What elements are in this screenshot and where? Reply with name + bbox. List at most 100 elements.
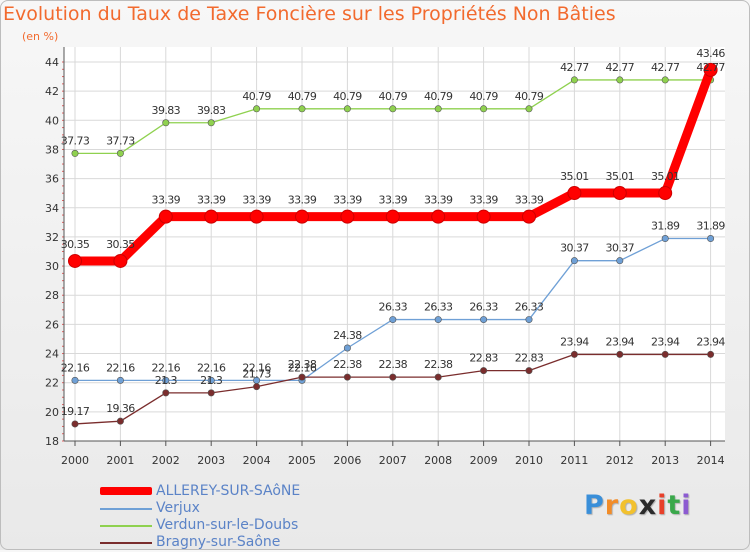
data-point-verdun [71,149,79,157]
data-label-verdun: 40.79 [469,90,498,103]
data-point-allerey [522,209,536,224]
y-tick-label: 38 [45,143,59,156]
x-tick-label: 2005 [288,454,316,467]
data-point-allerey [658,186,673,201]
data-point-bragny [480,367,488,375]
data-label-verdun: 40.79 [333,90,362,103]
data-point-allerey [703,62,718,77]
data-point-bragny [343,373,351,381]
data-point-verdun [343,105,351,113]
data-label-bragny: 21.3 [155,374,178,387]
data-label-verdun: 40.79 [242,90,271,103]
data-label-verjux: 22.16 [61,361,90,374]
data-label-bragny: 21.3 [200,374,223,387]
data-label-verdun: 39.83 [197,104,226,117]
data-label-verdun: 40.79 [515,90,544,103]
data-point-verjux [570,257,578,265]
data-label-bragny: 23.94 [560,335,589,348]
data-point-allerey [385,209,400,224]
data-label-verjux: 26.33 [379,301,408,314]
data-point-verdun [525,105,533,113]
logo-letter: P [584,490,605,521]
data-point-bragny [298,373,306,381]
data-point-allerey [113,253,128,268]
legend-swatch-bragny [100,542,152,544]
x-tick-label: 2010 [515,454,543,467]
x-tick-label: 2002 [152,454,180,467]
y-tick-label: 20 [45,406,59,419]
proxiti-logo: Proxiti [584,490,692,521]
y-axis-unit: (en %) [22,30,59,43]
data-point-verdun [389,105,397,113]
data-label-bragny: 23.94 [606,335,635,348]
data-point-verjux [343,344,351,352]
data-point-bragny [207,389,215,397]
data-point-verjux [389,316,397,324]
data-label-verjux: 22.16 [242,361,271,374]
data-label-verdun: 37.73 [61,134,90,147]
y-tick-label: 30 [45,260,59,273]
data-point-bragny [162,389,170,397]
data-point-verjux [661,235,669,243]
y-tick-label: 24 [45,348,59,361]
data-label-verjux: 22.16 [106,361,135,374]
data-point-allerey [295,209,309,224]
data-label-verjux: 22.16 [288,361,317,374]
data-point-verjux [116,376,124,384]
y-tick-label: 18 [45,435,59,448]
data-label-verjux: 22.16 [152,361,181,374]
x-tick-label: 2011 [560,454,588,467]
logo-letter: i [657,490,668,521]
y-tick-label: 22 [45,377,59,390]
data-label-verjux: 26.33 [515,301,544,314]
legend-swatch-verdun [100,525,152,527]
data-point-allerey [68,253,82,268]
data-label-verdun: 40.79 [424,90,453,103]
data-label-bragny: 23.94 [651,335,680,348]
y-tick-label: 34 [45,202,59,215]
legend-label-allerey: ALLEREY-SUR-SAôNE [156,483,301,499]
data-label-verjux: 30.37 [560,242,589,255]
data-label-verdun: 42.77 [606,61,635,74]
legend-label-verdun: Verdun-sur-le-Doubs [156,517,299,533]
data-point-bragny [570,350,578,358]
data-label-allerey: 33.39 [288,194,317,207]
data-label-bragny: 21.73 [242,368,271,381]
data-point-allerey [431,209,446,224]
data-point-verjux [71,376,79,384]
data-label-verdun: 42.77 [696,61,725,74]
x-tick-label: 2006 [333,454,361,467]
data-point-verjux [207,376,215,384]
data-point-verjux [707,235,715,243]
data-point-verdun [480,105,488,113]
data-label-allerey: 33.39 [197,194,226,207]
data-label-verjux: 26.33 [424,301,453,314]
data-label-verjux: 22.16 [197,361,226,374]
data-point-bragny [661,350,669,358]
data-point-bragny [71,420,79,428]
data-label-verjux: 30.37 [606,242,635,255]
data-point-allerey [567,186,582,201]
data-label-allerey: 33.39 [469,194,498,207]
data-point-bragny [616,350,624,358]
y-tick-label: 26 [45,318,59,331]
data-point-allerey [204,209,219,224]
y-tick-label: 40 [45,114,59,127]
data-point-verdun [661,76,669,84]
data-label-verdun: 42.77 [651,61,680,74]
data-point-bragny [253,383,261,391]
data-point-verjux [525,316,533,324]
data-point-bragny [707,350,715,358]
x-tick-label: 2007 [379,454,407,467]
data-label-verjux: 26.33 [469,301,498,314]
data-label-allerey: 33.39 [333,194,362,207]
data-label-bragny: 19.36 [106,402,135,415]
data-label-bragny: 23.94 [696,335,725,348]
data-point-verdun [253,105,261,113]
logo-letter: x [638,490,658,521]
y-tick-label: 42 [45,85,59,98]
data-point-allerey [612,186,627,201]
data-point-verdun [434,105,442,113]
data-point-allerey [340,209,355,224]
data-label-bragny: 22.38 [333,358,362,371]
